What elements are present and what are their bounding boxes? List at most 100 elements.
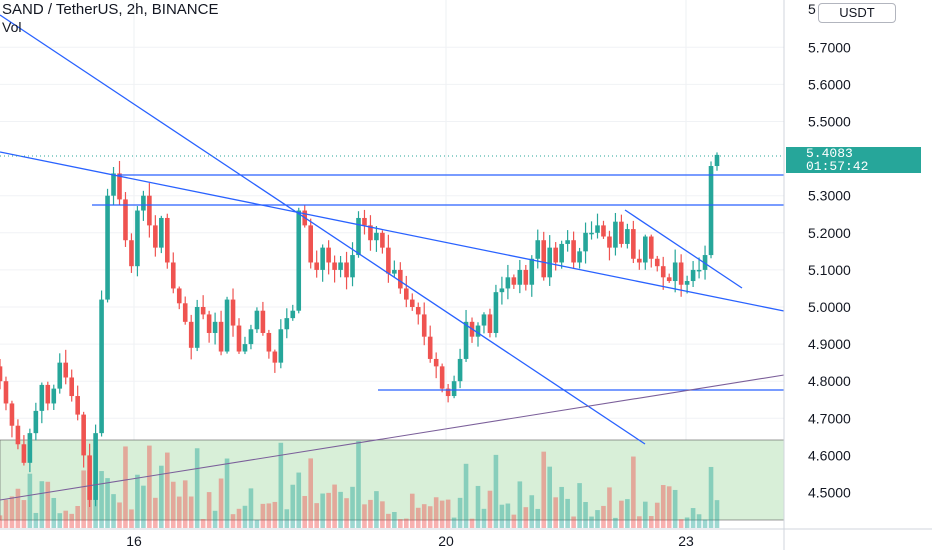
volume-bar [176, 496, 182, 528]
candle-body [135, 210, 140, 267]
volume-bar [386, 513, 391, 528]
time-tick-label: 23 [678, 533, 694, 549]
volume-bar [463, 463, 469, 528]
candle-body [547, 247, 552, 278]
volume-bar [21, 500, 27, 528]
candle-body [451, 381, 457, 397]
candle-body [415, 307, 421, 315]
time-scale[interactable]: 16 20 23 [126, 533, 694, 549]
volume-bar [326, 492, 331, 528]
volume-bar [15, 488, 21, 528]
volume-bar [660, 485, 666, 528]
candle-body [487, 314, 493, 333]
candle-body [404, 288, 409, 300]
volume-bar [505, 503, 511, 528]
candle-body [493, 292, 499, 333]
candle-body [63, 362, 69, 378]
last-price-badge: 5.4083 01:57:42 [786, 147, 921, 173]
candle-body [702, 255, 708, 270]
candle-body [439, 366, 445, 389]
candle-body [242, 344, 248, 352]
candle-body [224, 299, 230, 352]
price-tick-label: 5.0000 [808, 299, 851, 315]
volume-bar [350, 486, 355, 528]
price-scale[interactable]: 5.7000 5.6000 5.5000 5.3000 5.2000 5.1000 5.00… [808, 39, 851, 500]
volume-bar [170, 481, 176, 528]
price-tick-label: 5.2000 [808, 225, 851, 241]
volume-bar [9, 496, 15, 528]
candle-body [499, 288, 505, 293]
volume-bar [535, 508, 541, 528]
volume-bar [159, 465, 164, 528]
candle-body [708, 166, 714, 256]
candle-body [165, 217, 170, 263]
candle-body [660, 266, 666, 278]
candle-body [15, 425, 21, 445]
candle-body [9, 403, 15, 426]
candle-body [123, 199, 128, 241]
volume-bar [529, 495, 535, 528]
volume-bar [99, 471, 104, 528]
volume-bar [356, 441, 361, 528]
candle-body [565, 240, 570, 244]
volume-bar [565, 498, 570, 528]
volume-bar [278, 442, 284, 528]
ascending-line [0, 374, 785, 501]
volume-bar [111, 494, 116, 528]
candle-body [147, 195, 152, 226]
candle-body [153, 225, 158, 248]
candle-body [141, 195, 146, 211]
currency-unit-button[interactable]: USDT [818, 3, 896, 23]
volume-bar [714, 500, 720, 528]
volume-bar [3, 499, 9, 528]
volume-bar [69, 513, 74, 528]
volume-bar [648, 516, 654, 528]
candle-body [356, 217, 361, 256]
candle-body [607, 236, 612, 248]
candle-body [619, 221, 624, 244]
candle-body [45, 384, 51, 404]
volume-bar [302, 495, 308, 528]
price-tick-label: 4.8000 [808, 373, 851, 389]
candle-body [117, 173, 122, 200]
drawings [0, 14, 785, 501]
volume-bar [308, 458, 313, 528]
volume-bar [607, 487, 612, 528]
volume-bar [153, 497, 158, 528]
volume-bar [51, 497, 57, 528]
price-tick-label: 4.5000 [808, 485, 851, 501]
candle-body [87, 455, 92, 500]
candle-body [666, 277, 672, 282]
candle-body [39, 384, 45, 411]
volume-bar [690, 508, 696, 528]
volume-bar [296, 472, 302, 528]
candle-body [613, 221, 618, 248]
volume-bar [619, 500, 624, 528]
descending-trendline-short [624, 209, 743, 289]
time-tick-label: 16 [126, 533, 142, 549]
volume-bar [654, 502, 660, 528]
candle-body [188, 321, 194, 348]
volume-bar [511, 514, 517, 528]
candle-body [236, 325, 242, 352]
candle-body [517, 269, 523, 285]
candle-body [684, 281, 690, 285]
candle-body [33, 410, 39, 434]
volume-bar [200, 519, 206, 528]
volume-bar [206, 492, 212, 528]
candle-body [589, 232, 594, 235]
candle-body [248, 329, 254, 345]
volume-bar [523, 507, 529, 528]
candle-body [374, 232, 379, 241]
candle-body [637, 258, 642, 263]
candle-body [176, 288, 182, 304]
volume-bar [487, 490, 493, 528]
volume-bar [421, 504, 427, 528]
candle-body [362, 217, 367, 226]
bar-countdown: 01:57:42 [806, 159, 869, 174]
volume-bar [631, 456, 636, 528]
volume-bar [625, 499, 630, 528]
volume-bar [445, 499, 451, 528]
candle-body [182, 303, 188, 322]
